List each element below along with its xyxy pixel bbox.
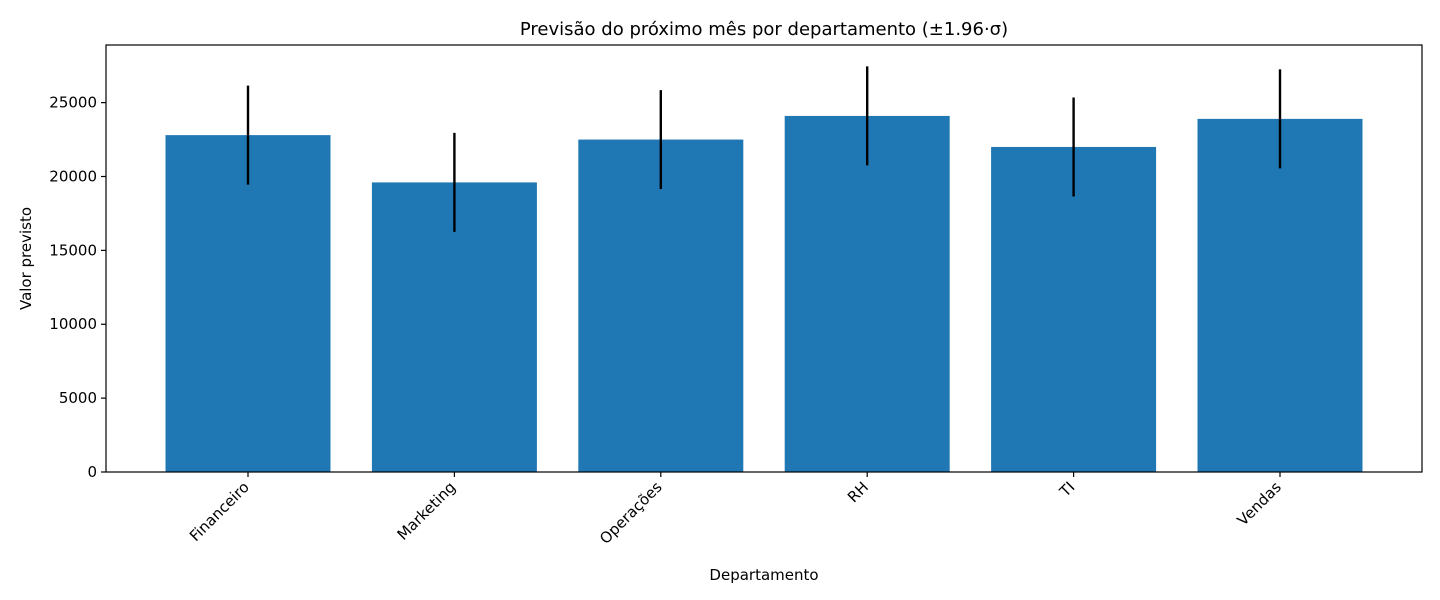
bar-rh [784,115,950,473]
y-tick-label: 15000 [49,241,97,259]
bar-ti [991,146,1157,472]
y-tick-label: 10000 [49,315,97,333]
x-axis-label: Departamento [709,566,818,584]
x-tick-label: Marketing [394,478,460,544]
y-tick-label: 0 [87,463,97,481]
x-tick-label: Financeiro [186,478,253,545]
bar-financeiro [165,135,331,472]
y-axis-label: Valor previsto [17,207,35,310]
bars [165,115,1363,473]
y-axis: 0 5000 10000 15000 20000 25000 [49,94,106,481]
error-bars [246,66,1282,232]
y-tick-label: 25000 [49,94,97,112]
y-tick-label: 20000 [49,167,97,185]
x-axis: Financeiro Marketing Operações RH TI Vendas [186,472,1285,548]
bar-vendas [1197,118,1363,473]
x-tick-label: TI [1055,478,1078,501]
x-tick-label: Operações [596,478,666,548]
y-tick-label: 5000 [59,389,97,407]
x-tick-label: Vendas [1234,478,1285,529]
chart-title: Previsão do próximo mês por departamento… [520,19,1008,40]
bar-operações [578,139,744,472]
x-tick-label: RH [844,478,872,506]
plot-frame [105,44,1423,473]
